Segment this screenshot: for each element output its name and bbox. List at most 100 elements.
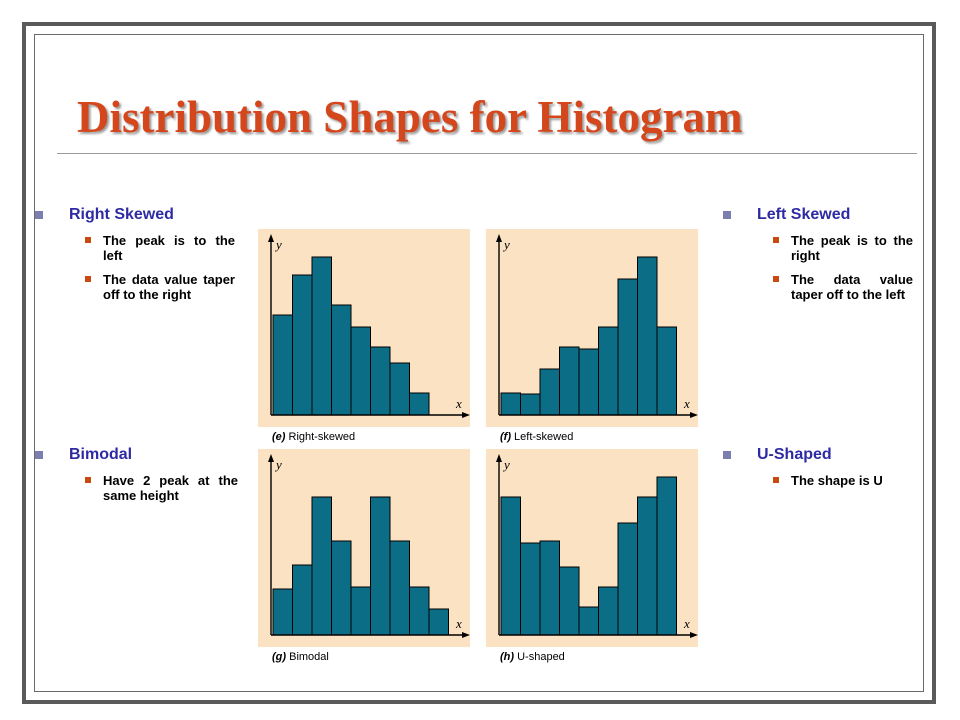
bullet-square-icon — [723, 451, 731, 459]
histogram-svg: y x (f) Left-skewed — [486, 229, 698, 443]
histogram-svg: y x (g) Bimodal — [258, 449, 470, 663]
y-axis-arrow-icon — [496, 234, 502, 242]
histogram-bar — [409, 586, 430, 636]
histogram-caption-text: Left-skewed — [514, 431, 573, 443]
histogram-bar — [656, 476, 677, 636]
histogram-bar — [350, 586, 371, 636]
histogram-caption-text: Bimodal — [289, 651, 329, 663]
x-axis-arrow-icon — [462, 412, 470, 418]
histogram-bar — [598, 586, 619, 636]
bimodal-point-1: Have 2 peak at the same height — [103, 473, 238, 503]
left-skewed-heading-row: Left Skewed — [723, 206, 933, 224]
x-axis-arrow-icon — [690, 412, 698, 418]
y-axis-label: y — [502, 237, 510, 252]
right-skewed-block: Right Skewed The peak is to the left The… — [35, 206, 255, 302]
right-skewed-heading: Right Skewed — [69, 206, 174, 223]
histogram-bar — [370, 496, 391, 636]
y-axis-arrow-icon — [496, 454, 502, 462]
histogram-bar — [389, 540, 410, 636]
bimodal-heading-row: Bimodal — [35, 446, 255, 464]
right-skewed-point-2: The data value taper off to the right — [103, 272, 235, 302]
bullet-square-icon — [723, 211, 731, 219]
bimodal-heading: Bimodal — [69, 446, 133, 463]
list-item: The shape is U — [773, 473, 933, 488]
y-axis-arrow-icon — [268, 234, 274, 242]
y-axis-label: y — [502, 457, 510, 472]
histogram-bar — [370, 346, 391, 416]
histogram-caption: (g) Bimodal — [272, 651, 329, 663]
bullet-square-icon — [773, 276, 779, 282]
histogram-bar — [539, 368, 560, 416]
bimodal-block: Bimodal Have 2 peak at the same height — [35, 446, 255, 503]
histogram-bar — [617, 278, 638, 416]
histogram-bar — [331, 304, 352, 416]
bullet-square-icon — [773, 477, 779, 483]
left-skewed-point-1: The peak is to the right — [791, 233, 913, 263]
u-shaped-point-1: The shape is U — [791, 473, 883, 488]
histogram-panel-letter: (e) — [272, 431, 289, 443]
list-item: The peak is to the right — [773, 233, 933, 263]
histogram-u-shaped: y x (h) U-shaped — [486, 449, 706, 665]
histogram-bimodal: y x (g) Bimodal — [258, 449, 478, 665]
histogram-bar — [578, 348, 599, 416]
histogram-caption-text: Right-skewed — [289, 431, 356, 443]
histogram-caption: (f) Left-skewed — [500, 431, 573, 443]
x-axis-arrow-icon — [462, 632, 470, 638]
histogram-right-skewed: y x (e) Right-skewed — [258, 229, 478, 445]
histogram-bar — [637, 256, 658, 416]
bullet-square-icon — [773, 237, 779, 243]
histogram-caption: (e) Right-skewed — [272, 431, 355, 443]
list-item: The data value taper off to the left — [773, 272, 933, 302]
histogram-bar — [539, 540, 560, 636]
u-shaped-heading: U-Shaped — [757, 446, 832, 463]
histogram-bar — [311, 496, 332, 636]
slide-title: Distribution Shapes for Histogram — [77, 92, 743, 142]
histogram-bar — [428, 608, 449, 636]
histogram-left-skewed: y x (f) Left-skewed — [486, 229, 706, 445]
bullet-square-icon — [35, 211, 43, 219]
histogram-bar — [656, 326, 677, 416]
list-item: The data value taper off to the right — [85, 272, 255, 302]
histogram-bar — [311, 256, 332, 416]
histogram-bar — [389, 362, 410, 416]
histogram-bar — [500, 496, 521, 636]
histogram-bar — [331, 540, 352, 636]
bullet-square-icon — [85, 237, 91, 243]
histogram-svg: y x (h) U-shaped — [486, 449, 698, 663]
histogram-bar — [520, 393, 541, 416]
histogram-bar — [598, 326, 619, 416]
slide-inner-border: Distribution Shapes for Histogram Right … — [34, 34, 924, 692]
histogram-bar — [292, 564, 313, 636]
y-axis-arrow-icon — [268, 454, 274, 462]
histogram-panel-letter: (g) — [272, 651, 289, 663]
list-item: The peak is to the left — [85, 233, 255, 263]
y-axis-label: y — [274, 237, 282, 252]
histogram-bar — [578, 606, 599, 636]
x-axis-label: x — [683, 616, 690, 631]
histogram-caption-text: U-shaped — [517, 651, 565, 663]
histogram-panel-letter: (f) — [500, 431, 514, 443]
histogram-bar — [272, 588, 293, 636]
u-shaped-heading-row: U-Shaped — [723, 446, 933, 464]
right-skewed-heading-row: Right Skewed — [35, 206, 255, 224]
histogram-bar — [500, 392, 521, 416]
y-axis-label: y — [274, 457, 282, 472]
histogram-bar — [350, 326, 371, 416]
histogram-caption: (h) U-shaped — [500, 651, 565, 663]
histogram-bar — [409, 392, 430, 416]
histogram-bar — [292, 274, 313, 416]
histogram-bar — [520, 542, 541, 636]
histogram-bar — [617, 522, 638, 636]
histogram-bar — [559, 566, 580, 636]
histogram-bar — [559, 346, 580, 416]
histogram-bar — [637, 496, 658, 636]
x-axis-label: x — [455, 396, 462, 411]
u-shaped-block: U-Shaped The shape is U — [723, 446, 933, 488]
histogram-panel-letter: (h) — [500, 651, 517, 663]
bullet-square-icon — [85, 276, 91, 282]
slide-frame: Distribution Shapes for Histogram Right … — [22, 22, 936, 704]
left-skewed-block: Left Skewed The peak is to the right The… — [723, 206, 933, 302]
x-axis-label: x — [683, 396, 690, 411]
histogram-svg: y x (e) Right-skewed — [258, 229, 470, 443]
left-skewed-point-2: The data value taper off to the left — [791, 272, 913, 302]
